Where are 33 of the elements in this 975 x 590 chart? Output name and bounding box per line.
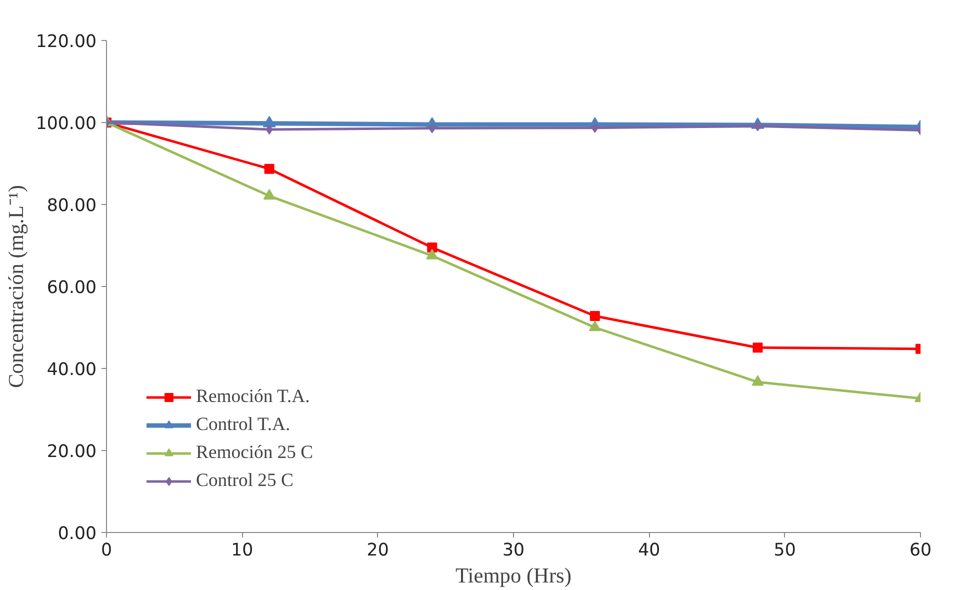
x-axis-title: Tiempo (Hrs): [456, 564, 572, 588]
legend-label: Control T.A.: [196, 414, 290, 436]
point: [427, 242, 438, 253]
point: [754, 121, 762, 132]
y-tick-label: 120.00: [36, 32, 97, 52]
y-tick-label: 100.00: [36, 114, 97, 134]
legend-label: Remoción 25 C: [196, 442, 314, 464]
y-tick-label: 0.00: [58, 524, 97, 544]
point: [264, 164, 274, 174]
point: [588, 320, 601, 332]
point: [590, 311, 600, 322]
point: [426, 248, 438, 260]
y-axis-title: Concentración (mg.L⁻¹): [4, 185, 28, 388]
point: [428, 123, 436, 134]
legend-label: Control 25 C: [196, 470, 294, 492]
y-tick-label: 80.00: [46, 196, 97, 216]
y-tick-label: 20.00: [46, 442, 97, 462]
y-tick-label: 60.00: [46, 278, 97, 298]
legend-label: Remoción T.A.: [196, 386, 310, 408]
x-tick-label: 10: [231, 540, 254, 560]
x-tick-label: 30: [502, 540, 525, 560]
point: [591, 122, 598, 133]
point: [752, 342, 763, 353]
point: [263, 189, 276, 200]
y-tick-label: 40.00: [46, 360, 97, 380]
point: [266, 124, 273, 134]
x-tick-label: 20: [366, 540, 389, 560]
x-tick-label: 50: [774, 540, 796, 560]
point: [262, 116, 276, 128]
point: [752, 375, 764, 386]
x-tick-label: 40: [638, 540, 660, 560]
x-tick-label: 60: [909, 540, 932, 560]
x-tick-label: 0: [100, 540, 112, 560]
